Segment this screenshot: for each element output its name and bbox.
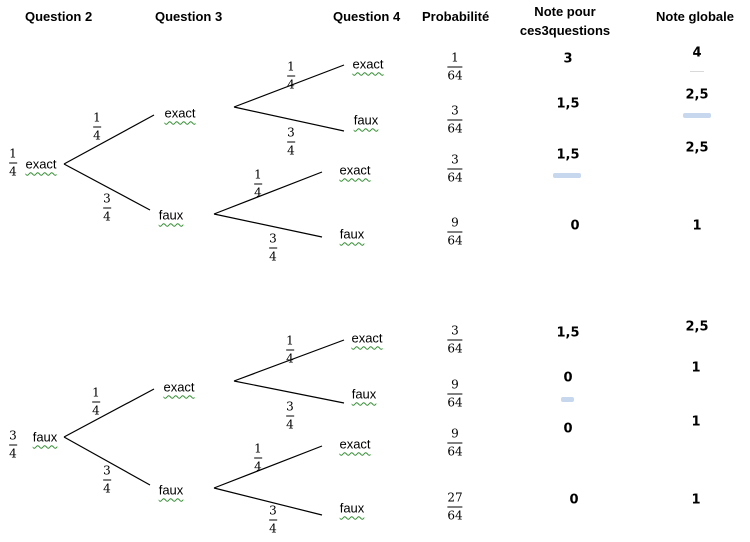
header-probabilite: Probabilité [422, 9, 490, 24]
root-label-top: exact [25, 156, 57, 172]
branch-line [233, 106, 345, 132]
branch-line [233, 380, 345, 404]
divider [690, 71, 704, 72]
highlight-mark [561, 397, 574, 402]
probability-value: 9 64 [447, 426, 463, 459]
note-value: 1,5 [556, 96, 580, 112]
note-value: 0 [570, 218, 580, 234]
probability-value: 3 64 [447, 152, 463, 185]
probability-value: 9 64 [447, 215, 463, 248]
leaf-label: faux [351, 386, 377, 402]
leaf-label: exact [352, 56, 384, 72]
node-label: faux [158, 482, 184, 498]
header-note-line1: Note pour [534, 4, 596, 19]
node-label: faux [158, 207, 184, 223]
note-globale-value: 1 [691, 492, 701, 508]
probability-value: 3 64 [447, 103, 463, 136]
note-value: 3 [563, 51, 573, 67]
note-value: 0 [563, 421, 573, 437]
probability-value: 27 64 [447, 490, 463, 523]
header-note-pour: Note pour ces3questions [520, 4, 610, 39]
note-globale-value: 1 [691, 414, 701, 430]
note-globale-value: 1 [691, 360, 701, 376]
probability-value: 9 64 [447, 377, 463, 410]
branch-line [63, 436, 151, 486]
leaf-label: faux [339, 500, 365, 516]
header-note-globale: Note globale [656, 9, 735, 24]
note-value: 1,5 [556, 147, 580, 163]
note-value: 0 [563, 370, 573, 386]
highlight-mark [683, 113, 711, 118]
leaf-label: faux [353, 112, 379, 128]
branch-line [233, 64, 345, 108]
branch-line [213, 487, 323, 516]
note-value: 1,5 [556, 325, 580, 341]
header-question-3: Question 3 [155, 9, 223, 24]
probability-value: 1 64 [447, 50, 463, 83]
branch-line [213, 213, 323, 238]
header-note-line2: ces3questions [519, 23, 611, 38]
branch-line [63, 388, 155, 438]
leaf-label: exact [339, 162, 371, 178]
node-label: exact [164, 105, 196, 121]
note-value: 0 [569, 492, 579, 508]
branch-line [63, 163, 151, 211]
header-question-4: Question 4 [333, 9, 401, 24]
note-globale-value: 2,5 [685, 140, 709, 156]
branch-line [213, 445, 323, 489]
leaf-label: exact [339, 436, 371, 452]
note-globale-value: 1 [692, 218, 702, 234]
branch-line [213, 171, 323, 215]
note-globale-value: 4 [692, 45, 702, 61]
leaf-label: exact [351, 330, 383, 346]
root-label-bottom: faux [32, 429, 58, 445]
branch-line [233, 339, 345, 382]
highlight-mark [553, 173, 581, 178]
probability-value: 3 64 [447, 323, 463, 356]
node-label: exact [163, 379, 195, 395]
note-globale-value: 2,5 [685, 319, 709, 335]
note-globale-value: 2,5 [685, 87, 709, 103]
header-question-2: Question 2 [25, 9, 93, 24]
leaf-label: faux [339, 226, 365, 242]
branch-line [63, 114, 155, 165]
